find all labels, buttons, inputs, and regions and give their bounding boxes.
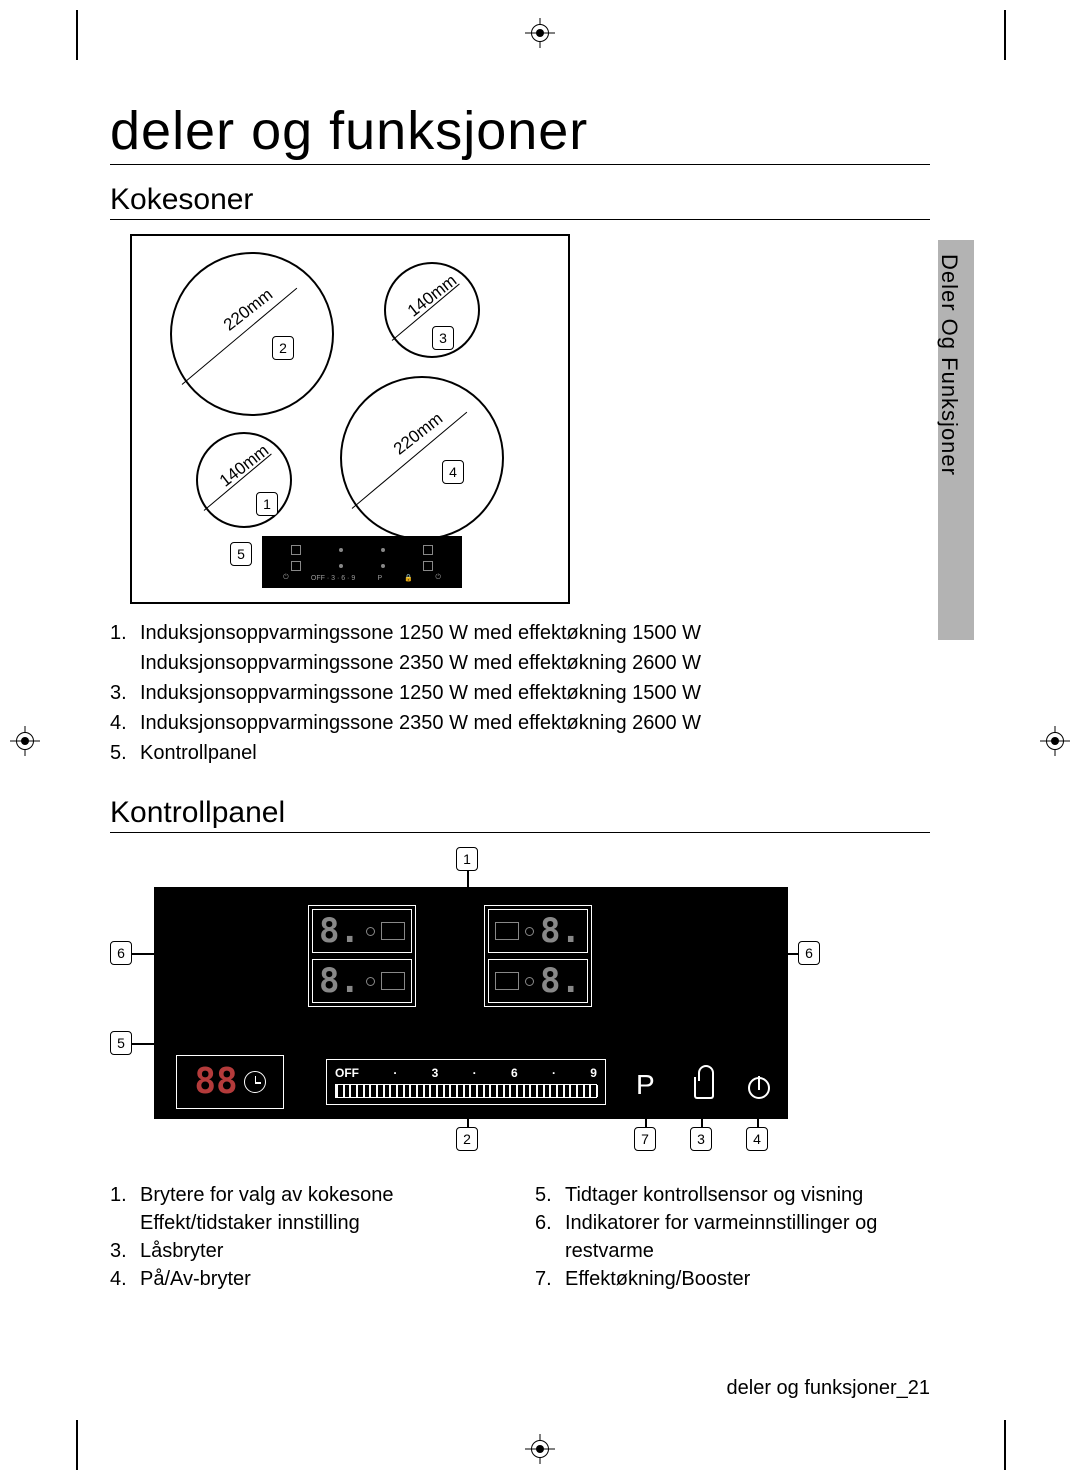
- legend-text: Brytere for valg av kokesone Effekt/tids…: [140, 1181, 505, 1237]
- indicator-dot: [525, 977, 534, 986]
- timer-display: 88: [176, 1055, 284, 1109]
- lead-line: [467, 1109, 469, 1127]
- legend-num: 4.: [110, 1265, 140, 1293]
- seg-cell: 8.: [312, 959, 412, 1003]
- ctrl-callout-6-left: 6: [110, 941, 132, 965]
- slider-bar: [335, 1084, 597, 1098]
- seg7-display: 8.: [540, 964, 581, 998]
- reg-mark-top: [525, 18, 555, 48]
- zone-4: [340, 376, 504, 540]
- legend-num: [110, 648, 140, 678]
- reg-mark-right: [1040, 726, 1070, 756]
- reg-mark-bottom: [525, 1434, 555, 1464]
- zone-indicator-icon: [495, 922, 519, 940]
- trim-line: [76, 10, 78, 60]
- legend-text: Indikatorer for varmeinnstillinger og re…: [565, 1209, 930, 1265]
- callout-1: 1: [256, 492, 278, 516]
- ctrl-callout-2: 2: [456, 1127, 478, 1151]
- seg7-display: 8.: [540, 914, 581, 948]
- zone-2: [170, 252, 334, 416]
- trim-line: [1004, 1420, 1006, 1470]
- hob-diagram: 220mm 2 140mm 3 220mm 4 140mm 1 5 ⏻OFF ·…: [130, 234, 570, 604]
- legend-text: Tidtager kontrollsensor og visning: [565, 1181, 930, 1209]
- timer-digits: 88: [194, 1064, 237, 1100]
- legend-num: 3.: [110, 1237, 140, 1265]
- slider-labels: OFF · 3 · 6 · 9: [335, 1066, 597, 1080]
- callout-4: 4: [442, 460, 464, 484]
- section-tab-label: Deler Og Funksjoner: [936, 254, 962, 476]
- page-title: deler og funksjoner: [110, 100, 930, 165]
- section-title-kontrollpanel: Kontrollpanel: [110, 796, 930, 833]
- mini-control-panel: ⏻OFF · 3 · 6 · 9P🔒⏻: [262, 536, 462, 588]
- ctrl-callout-1: 1: [456, 847, 478, 871]
- legend-num: 1.: [110, 1181, 140, 1237]
- indicator-dot: [366, 977, 375, 986]
- legend-text: Induksjonsoppvarmingssone 1250 W med eff…: [140, 678, 930, 708]
- page-content: deler og funksjoner Kokesoner 220mm 2 14…: [110, 100, 930, 1376]
- indicator-dot: [366, 927, 375, 936]
- callout-3: 3: [432, 326, 454, 350]
- ctrl-callout-3: 3: [690, 1127, 712, 1151]
- booster-p-icon: P: [636, 1069, 655, 1101]
- legend-text: Induksjonsoppvarmingssone 1250 W med eff…: [140, 618, 930, 648]
- legend-text: Effektøkning/Booster: [565, 1265, 930, 1293]
- hob-legend: 1.Induksjonsoppvarmingssone 1250 W med e…: [110, 618, 930, 768]
- control-panel-wrap: 1 6 6 5 8. 8.: [110, 847, 930, 1167]
- callout-5: 5: [230, 542, 252, 566]
- zone-indicator-icon: [381, 972, 405, 990]
- ctrl-callout-4: 4: [746, 1127, 768, 1151]
- seg7-display: 8.: [319, 964, 360, 998]
- page-footer: deler og funksjoner_21: [110, 1377, 930, 1400]
- trim-line: [76, 1420, 78, 1470]
- control-legend: 1.Brytere for valg av kokesone Effekt/ti…: [110, 1181, 930, 1293]
- ctrl-callout-6-right: 6: [798, 941, 820, 965]
- lead-line: [701, 1103, 703, 1127]
- legend-num: 3.: [110, 678, 140, 708]
- seg-cell: 8.: [312, 909, 412, 953]
- zone-indicator-icon: [381, 922, 405, 940]
- power-icon: [748, 1077, 770, 1099]
- legend-text: Låsbryter: [140, 1237, 505, 1265]
- lead-line: [645, 1103, 647, 1127]
- lock-icon: [694, 1077, 714, 1099]
- legend-text: På/Av-bryter: [140, 1265, 505, 1293]
- legend-text: Kontrollpanel: [140, 738, 930, 768]
- power-slider: OFF · 3 · 6 · 9: [326, 1059, 606, 1105]
- legend-num: 6.: [535, 1209, 565, 1265]
- legend-num: 7.: [535, 1265, 565, 1293]
- ctrl-callout-7: 7: [634, 1127, 656, 1151]
- trim-line: [1004, 10, 1006, 60]
- ctrl-callout-5: 5: [110, 1031, 132, 1055]
- legend-text: Induksjonsoppvarmingssone 2350 W med eff…: [140, 648, 930, 678]
- legend-num: 1.: [110, 618, 140, 648]
- reg-mark-left: [10, 726, 40, 756]
- legend-num: 5.: [110, 738, 140, 768]
- zone-indicator-icon: [495, 972, 519, 990]
- legend-num: 4.: [110, 708, 140, 738]
- legend-num: 5.: [535, 1181, 565, 1209]
- indicator-dot: [525, 927, 534, 936]
- seg-group-left: 8. 8.: [308, 905, 416, 1007]
- control-panel: 8. 8. 8.: [154, 887, 788, 1119]
- legend-text: Induksjonsoppvarmingssone 2350 W med eff…: [140, 708, 930, 738]
- clock-icon: [244, 1071, 266, 1093]
- seg-cell: 8.: [488, 959, 588, 1003]
- seg-group-right: 8. 8.: [484, 905, 592, 1007]
- seg-cell: 8.: [488, 909, 588, 953]
- section-title-kokesoner: Kokesoner: [110, 183, 930, 220]
- callout-2: 2: [272, 336, 294, 360]
- seg7-display: 8.: [319, 914, 360, 948]
- lead-line: [757, 1103, 759, 1127]
